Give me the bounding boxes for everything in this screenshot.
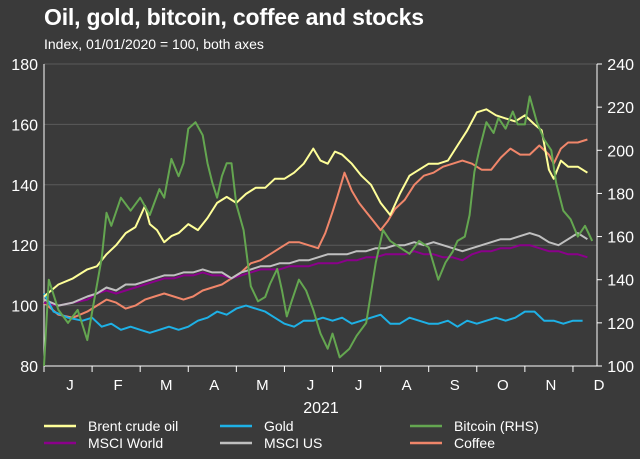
month-label: J — [66, 377, 74, 394]
series-line-msci-world — [43, 244, 588, 307]
month-label: J — [355, 377, 363, 394]
left-tick-label: 180 — [11, 57, 38, 74]
series-line-gold — [43, 293, 583, 334]
chart-subtitle: Index, 01/01/2020 = 100, both axes — [44, 36, 264, 52]
series-line-coffee — [43, 138, 588, 319]
left-tick-label: 100 — [11, 299, 38, 316]
month-label: A — [402, 377, 412, 394]
right-tick-label: 120 — [607, 316, 634, 333]
month-label: D — [594, 377, 605, 394]
month-label: M — [160, 377, 173, 394]
month-label: M — [256, 377, 269, 394]
right-y-axis: 100 120 140 160 180 200 220 240 — [596, 57, 634, 376]
left-tick-label: 80 — [20, 359, 38, 376]
legend-label: Gold — [264, 418, 294, 434]
series-line-brent-crude-oil — [43, 108, 588, 298]
right-tick-label: 200 — [607, 143, 634, 160]
series-line-bitcoin-rhs — [43, 95, 594, 367]
month-label: A — [209, 377, 219, 394]
legend-label: Coffee — [454, 435, 495, 451]
x-axis-label: 2021 — [303, 400, 339, 417]
left-tick-label: 140 — [11, 178, 38, 195]
month-label: J — [307, 377, 315, 394]
right-tick-label: 100 — [607, 359, 634, 376]
right-tick-label: 140 — [607, 273, 634, 290]
chart-title: Oil, gold, bitcoin, coffee and stocks — [44, 4, 424, 30]
legend-label: Bitcoin (RHS) — [454, 418, 539, 434]
grid-lines — [44, 63, 597, 367]
month-label: O — [497, 377, 509, 394]
left-tick-label: 160 — [11, 117, 38, 134]
month-label: S — [450, 377, 460, 394]
right-tick-label: 240 — [607, 57, 634, 74]
month-label: N — [545, 377, 556, 394]
legend: Brent crude oil Gold Bitcoin (RHS) MSCI Wor… — [44, 418, 539, 451]
left-tick-label: 120 — [11, 238, 38, 255]
left-y-axis: 80 100 120 140 160 180 — [11, 57, 45, 376]
month-label: F — [114, 377, 123, 394]
legend-label: MSCI World — [88, 435, 163, 451]
legend-label: MSCI US — [264, 435, 322, 451]
legend-label: Brent crude oil — [88, 418, 178, 434]
right-tick-label: 160 — [607, 230, 634, 247]
right-tick-label: 180 — [607, 186, 634, 203]
right-tick-label: 220 — [607, 100, 634, 117]
series-lines — [43, 95, 594, 367]
series-line-msci-us — [43, 232, 588, 307]
